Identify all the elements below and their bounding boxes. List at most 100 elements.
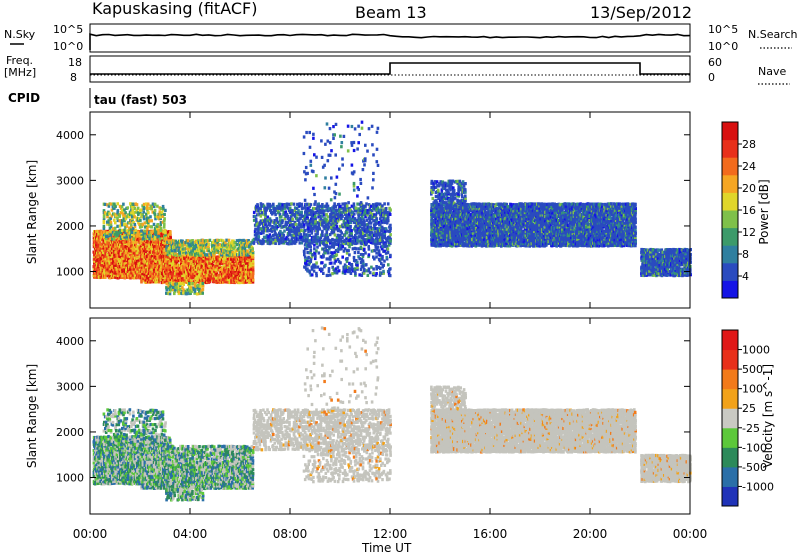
range-gate-cell [314,215,317,218]
range-gate-cell [136,203,139,206]
nsky-trace [90,34,690,50]
range-gate-cell [121,229,124,232]
range-gate-cell [269,203,272,206]
range-gate-cell [389,213,392,216]
range-gate-cell [113,237,116,240]
range-gate-cell [169,230,172,233]
range-gate-cell [217,247,220,250]
range-gate-cell [347,224,350,227]
range-gate-cell [150,225,153,228]
nave-label: Nave [758,65,786,78]
nsearch-label: N.Search [748,28,798,41]
range-gate-cell [354,217,357,220]
range-gate-cell [142,210,145,213]
range-gate-cell [311,273,314,276]
range-gate-cell [363,248,366,251]
range-gate-cell [334,260,337,263]
range-gate-cell [147,203,150,206]
range-gate-cell [208,243,211,246]
range-gate-cell [154,209,157,212]
range-gate-cell [356,239,359,242]
range-gate-cell [103,225,106,228]
range-gate-cell [291,218,294,221]
range-gate-cell [354,251,357,254]
range-gate-cell [368,253,371,256]
range-gate-cell [163,217,166,220]
range-gate-cell [105,235,108,238]
station-title: Kapuskasing (fitACF) [92,0,257,18]
range-gate-cell [104,203,107,206]
range-gate-cell [315,249,318,252]
range-gate-cell [389,254,392,257]
range-gate-cell [321,268,324,271]
range-gate-cell [242,239,245,242]
range-gate-cell [370,239,373,242]
range-gate-cell [308,239,311,242]
range-gate-cell [379,267,382,270]
range-gate-cell [372,267,375,270]
range-gate-cell [149,215,152,218]
range-gate-cell [348,253,351,256]
mhz-label: [MHz] [4,66,36,79]
range-gate-cell [331,238,334,241]
range-gate-cell [201,292,204,295]
freq-trace [90,63,690,74]
range-gate-cell [272,226,275,229]
range-gate-cell [376,222,379,225]
range-gate-cell [368,267,371,270]
range-gate-cell [152,230,155,233]
range-gate-cell [389,239,392,242]
range-gate-cell [162,205,165,208]
range-gate-cell [382,270,385,273]
noise-tick-low-right: 10^0 [708,40,738,53]
range-gate-cell [109,234,112,237]
range-gate-cell [315,261,318,264]
range-gate-cell [314,255,317,258]
range-gate-cell [129,202,132,205]
range-gate-cell [382,264,385,267]
range-gate-cell [304,210,307,213]
range-gate-cell [375,265,378,268]
range-gate-cell [287,215,290,218]
range-gate-cell [337,239,340,242]
range-gate-cell [274,232,277,235]
range-gate-cell [346,257,349,260]
range-gate-cell [386,230,389,233]
range-gate-cell [324,264,327,267]
range-gate-cell [334,205,337,208]
range-gate-cell [114,227,117,230]
range-gate-cell [356,203,359,206]
range-gate-cell [256,203,259,206]
range-gate-cell [122,203,125,206]
range-gate-cell [352,236,355,239]
range-gate-cell [310,260,313,263]
range-gate-cell [313,239,316,242]
range-gate-cell [377,246,380,249]
range-gate-cell [300,229,303,232]
range-gate-cell [307,256,310,259]
range-gate-cell [337,266,340,269]
range-gate-cell [109,237,112,240]
range-gate-cell [202,282,205,285]
noise-panel: N.Sky 10^5 10^0 10^5 10^0 N.Search [4,23,798,53]
range-gate-cell [367,274,370,277]
range-gate-cell [331,272,334,275]
range-gate-cell [379,239,382,242]
range-gate-cell [165,286,168,289]
range-gate-cell [300,211,303,214]
range-gate-cell [322,272,325,275]
range-gate-cell [360,241,363,244]
range-gate-cell [319,208,322,211]
range-gate-cell [363,268,366,271]
range-gate-cell [116,202,119,205]
range-gate-cell [328,239,331,242]
range-gate-cell [187,239,190,242]
range-gate-cell [132,237,135,240]
range-gate-cell [328,267,331,270]
power-scatter [93,121,693,296]
range-gate-cell [143,221,146,224]
range-gate-cell [148,219,151,222]
range-gate-cell [387,251,390,254]
range-gate-cell [310,203,313,206]
